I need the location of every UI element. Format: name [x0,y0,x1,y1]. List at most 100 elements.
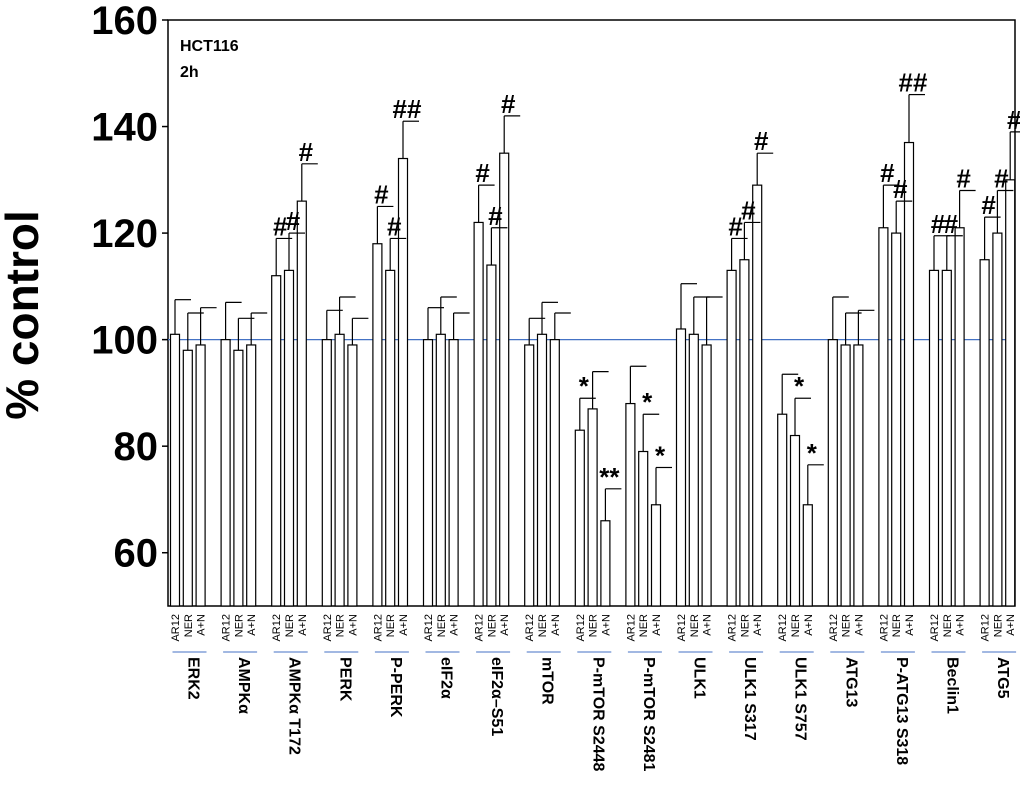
group-label: ULK1 S757 [792,657,809,741]
significance-mark: ## [899,68,928,98]
bar [233,349,244,607]
bar-sublabel: A+N [398,614,410,636]
bar-sublabel: NER [537,614,549,637]
bar [739,259,750,607]
significance-mark: * [655,440,666,470]
y-tick-label: 140 [91,106,158,150]
significance-mark: # [387,211,402,241]
bar [625,402,636,607]
significance-mark: # [754,126,769,156]
bar [182,349,193,607]
bar [220,339,231,607]
bar-sublabel: A+N [347,614,359,636]
bar-sublabel: AR12 [929,614,941,642]
significance-mark: # [728,211,743,241]
bar-sublabel: AR12 [625,614,637,642]
group-label: mTOR [539,657,556,705]
y-axis-label-group: % control [0,210,48,420]
bar [650,504,662,607]
significance-mark: # [944,209,959,239]
bar [195,344,206,607]
bar [891,232,902,607]
bar [954,227,965,607]
bar-sublabel: AR12 [575,614,587,642]
bar [979,259,990,607]
bar [385,269,396,607]
bar-sublabel: A+N [600,614,612,636]
bar-sublabel: A+N [853,614,865,636]
bar [536,333,548,607]
bar-sublabel: A+N [550,614,562,636]
error-bars [174,93,1020,521]
annotation-line-2: 2h [180,64,199,81]
bar-sublabel: AR12 [322,614,334,642]
bar-sublabel: A+N [1005,614,1017,636]
bar-sublabel: NER [942,614,954,637]
significance-mark: # [956,163,971,193]
bar-sublabel: AR12 [474,614,486,642]
bar [169,333,181,607]
bar-sublabel: AR12 [423,614,435,642]
significance-mark: # [981,190,996,220]
annotation-line-1: HCT116 [180,38,239,55]
bar [372,243,383,607]
bar [321,339,332,607]
bar-sublabel: NER [486,614,498,637]
bar [675,328,687,607]
group-label: AMPKα [235,657,252,714]
bar-sublabel: NER [284,614,296,637]
significance-mark: # [475,158,490,188]
significance-mark: # [273,211,288,241]
y-ticks: 60 80 100 120 140 160 [91,0,168,576]
bar [422,339,434,607]
y-tick-label: 100 [91,319,158,363]
significance-mark: # [501,89,516,119]
group-label: ERK2 [185,657,202,700]
significance-mark: ## [393,94,422,124]
bar-sublabel: A+N [752,614,764,636]
group-label: ATG5 [994,657,1011,699]
bar [283,269,295,607]
group-label: P-ATG13 S318 [893,657,910,765]
group-label: ATG13 [842,657,859,707]
significance-mark: # [488,201,503,231]
bar [941,269,952,607]
bar [928,269,940,607]
bar [638,450,649,607]
significance-mark: # [931,209,946,239]
bar [903,141,915,607]
bar [486,264,497,607]
bar [726,269,737,607]
group-labels: ERK2 AMPKα AMPKα T172 PERK P-PERK eIF2α eIF2α–… [185,657,1012,772]
y-tick-label: 160 [91,0,158,43]
bar [347,344,358,607]
y-tick-label: 60 [114,532,159,576]
bar-sublabel: A+N [297,614,309,636]
bar [524,344,535,607]
significance-mark: * [794,371,805,401]
bar-sublabel: NER [183,614,195,637]
bar-sublabel: A+N [449,614,461,636]
bar [435,333,446,607]
bar-sublabel: NER [588,614,600,637]
bar-sublabel: AR12 [676,614,688,642]
group-label: P-PERK [387,657,404,718]
bar [752,184,763,607]
bar-sublabel: A+N [499,614,511,636]
bar [587,408,598,607]
bar-sublabel: A+N [955,614,967,636]
bar [992,232,1003,607]
bar-sublabel: NER [891,614,903,637]
bar [789,434,801,607]
y-tick-label: 80 [114,425,159,469]
significance-mark: ** [599,462,620,492]
bar-sublabel: AR12 [777,614,789,642]
bar [246,344,257,607]
bar [853,344,864,607]
group-label: P-mTOR S2481 [640,657,657,772]
bar [600,520,611,607]
bar-sublabel: AR12 [170,614,182,642]
significance-mark: # [1007,105,1020,135]
bar [473,221,484,607]
